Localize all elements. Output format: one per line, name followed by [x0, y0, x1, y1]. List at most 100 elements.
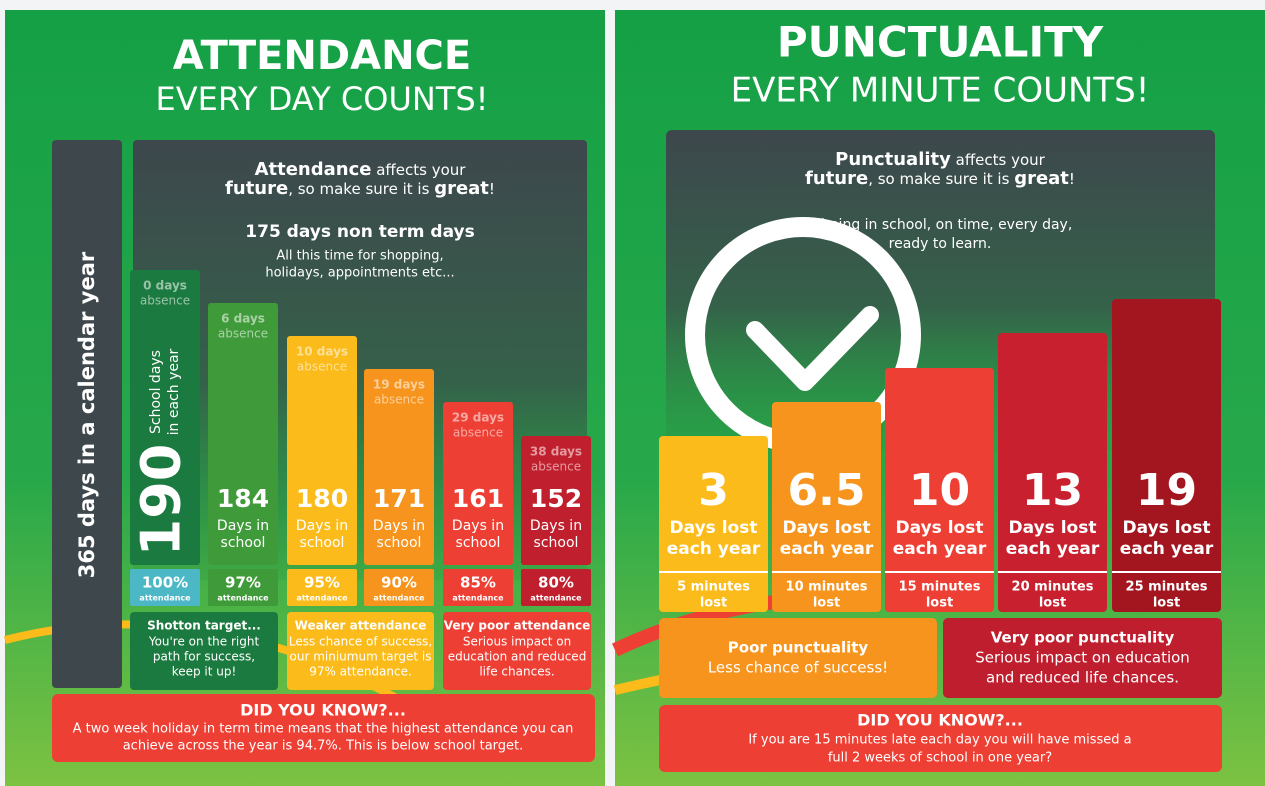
did-you-know-heading: DID YOU KNOW?...	[857, 711, 1023, 730]
days-lost-label: Days lost	[1009, 518, 1097, 538]
intro-text: affects your	[371, 161, 466, 179]
days-lost-label: each year	[1006, 539, 1100, 559]
minutes: 10 minutes	[786, 580, 868, 595]
page: { "left": { "title": "ATTENDANCE", "subt…	[0, 0, 1265, 786]
absence: 38 days	[530, 445, 582, 459]
percent-label: attendance	[217, 594, 269, 603]
did-you-know-text: full 2 weeks of school in one year?	[828, 751, 1052, 766]
days-lost-label: each year	[780, 539, 874, 559]
days-label: Days in	[530, 518, 582, 534]
days-lost-label: Days lost	[896, 518, 984, 538]
percent-label: attendance	[452, 594, 504, 603]
intro-text: future	[225, 178, 288, 199]
minutes: 25 minutes	[1126, 580, 1208, 595]
intro-text: great	[1014, 168, 1069, 189]
note-text: Less chance of success,	[289, 635, 432, 649]
days-label: school	[221, 535, 266, 551]
non-term-text: All this time for shopping,	[276, 249, 443, 264]
intro-text: , so make sure it is	[288, 180, 434, 198]
minutes: lost	[813, 596, 840, 611]
days-lost-label: Days lost	[1123, 518, 1211, 538]
days: 161	[452, 484, 504, 513]
note-title: Poor punctuality	[728, 639, 869, 657]
absence: 10 days	[296, 345, 348, 359]
intro-line: Attendance affects your	[255, 159, 467, 180]
minutes: lost	[1039, 596, 1066, 611]
minutes: lost	[926, 596, 953, 611]
bar	[1112, 299, 1221, 612]
title: ATTENDANCE	[173, 33, 471, 79]
note-title: Very poor attendance	[444, 619, 591, 633]
info-box	[133, 140, 587, 580]
absence-label: absence	[140, 294, 190, 308]
absence-label: absence	[374, 393, 424, 407]
minutes: 20 minutes	[1012, 580, 1094, 595]
minutes: 5 minutes	[677, 580, 750, 595]
intro-text: !	[1069, 170, 1075, 188]
days-lost-label: each year	[667, 539, 761, 559]
days-label: school	[534, 535, 579, 551]
days-lost: 3	[698, 465, 729, 516]
days-lost-label: Days lost	[670, 518, 758, 538]
did-you-know-text: If you are 15 minutes late each day you …	[748, 733, 1131, 748]
tagline: ...being in school, on time, every day,	[808, 217, 1073, 233]
days: 152	[530, 484, 582, 513]
did-you-know-text: A two week holiday in term time means th…	[73, 722, 574, 737]
did-you-know-heading: DID YOU KNOW?...	[240, 701, 406, 720]
absence-label: absence	[218, 327, 268, 341]
percent: 100%	[142, 574, 188, 592]
intro-line: Punctuality affects your	[835, 149, 1046, 170]
percent-label: attendance	[139, 594, 191, 603]
days-label: Days in	[296, 518, 348, 534]
days-lost: 10	[909, 465, 970, 516]
intro-text: future	[805, 168, 868, 189]
days-label: school	[456, 535, 501, 551]
subtitle: EVERY DAY COUNTS!	[155, 80, 488, 118]
days-lost-label: each year	[1120, 539, 1214, 559]
note-text: life chances.	[479, 665, 554, 679]
note-text: our miniumum target is	[290, 650, 432, 664]
subtitle: EVERY MINUTE COUNTS!	[731, 71, 1150, 111]
intro-line: future, so make sure it is great!	[805, 168, 1075, 189]
days-label: School days	[148, 350, 164, 434]
days-lost: 13	[1022, 465, 1083, 516]
intro-text: affects your	[951, 151, 1046, 169]
days-lost: 19	[1136, 465, 1197, 516]
days-lost-label: each year	[893, 539, 987, 559]
absence-label: absence	[453, 426, 503, 440]
note-title: Weaker attendance	[295, 619, 427, 633]
side-label: 365 days in a calendar year	[75, 251, 99, 578]
percent: 97%	[225, 574, 261, 592]
percent-label: attendance	[296, 594, 348, 603]
percent: 90%	[381, 574, 417, 592]
note-title: Shotton target...	[147, 619, 261, 633]
percent: 95%	[304, 574, 340, 592]
non-term-heading: 175 days non term days	[245, 222, 474, 242]
intro-line: future, so make sure it is great!	[225, 178, 495, 199]
note-text: You're on the right	[148, 635, 260, 649]
infographic: ATTENDANCEEVERY DAY COUNTS! 365 days in a…	[0, 0, 1265, 786]
days-lost-label: Days lost	[783, 518, 871, 538]
intro-text: Punctuality	[835, 149, 951, 170]
note-text: 97% attendance.	[309, 665, 412, 679]
absence-label: absence	[531, 460, 581, 474]
intro-text: , so make sure it is	[868, 170, 1014, 188]
note-text: and reduced life chances.	[986, 669, 1179, 687]
percent: 80%	[538, 574, 574, 592]
non-term-text: holidays, appointments etc...	[265, 266, 454, 281]
days-label: Days in	[373, 518, 425, 534]
days-label: in each year	[166, 348, 182, 435]
intro-text: Attendance	[255, 159, 372, 180]
absence: 29 days	[452, 411, 504, 425]
days-lost: 6.5	[788, 465, 866, 516]
note-text: Serious impact on education	[975, 649, 1190, 667]
absence-label: absence	[297, 360, 347, 374]
days-label: school	[300, 535, 345, 551]
minutes: 15 minutes	[899, 580, 981, 595]
note-text: education and reduced	[448, 650, 587, 664]
percent-label: attendance	[373, 594, 425, 603]
intro-text: great	[434, 178, 489, 199]
minutes: lost	[1153, 596, 1180, 611]
note-title: Very poor punctuality	[991, 629, 1175, 647]
note-text: Serious impact on	[463, 635, 571, 649]
